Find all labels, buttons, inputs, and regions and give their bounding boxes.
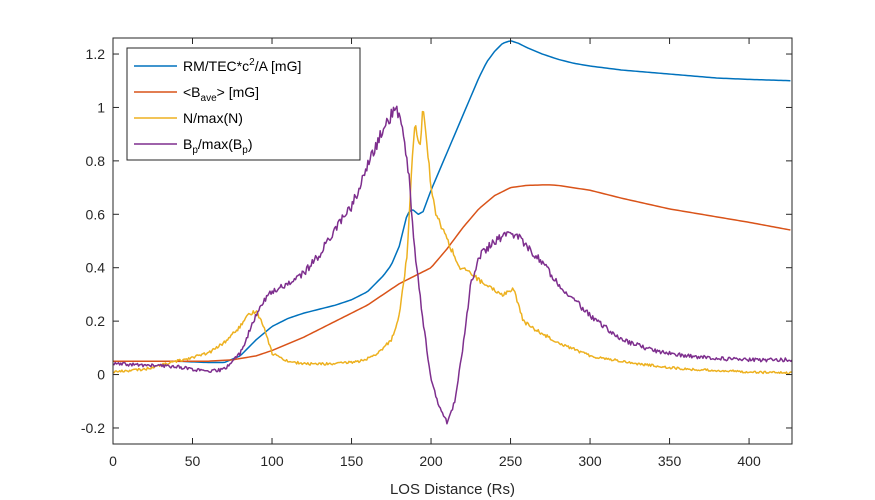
x-axis: 0 50 100 150 200 250 300 350 400: [109, 38, 761, 469]
x-tick-label: 350: [658, 453, 682, 469]
y-tick-label: 0.8: [86, 153, 106, 169]
y-tick-label: 1: [97, 99, 105, 115]
y-tick-label: 1.2: [86, 46, 106, 62]
x-tick-label: 400: [737, 453, 761, 469]
x-tick-label: 50: [185, 453, 201, 469]
series-line-bp-max: [113, 105, 792, 425]
x-tick-label: 250: [499, 453, 523, 469]
series-line-rm-tec: [113, 40, 791, 364]
x-tick-label: 200: [419, 453, 443, 469]
x-tick-label: 300: [578, 453, 602, 469]
legend: RM/TEC*c2/A [mG] <Bave> [mG] N/max(N) Bp…: [126, 47, 361, 161]
axes-box: [112, 37, 793, 445]
series-layer: [113, 40, 792, 425]
legend-label-rm-tec: RM/TEC*c2/A [mG]: [183, 57, 301, 74]
x-tick-label: 150: [340, 453, 364, 469]
y-tick-label: 0.4: [86, 260, 106, 276]
legend-label-b-ave: <Bave> [mG]: [183, 84, 259, 104]
y-tick-label: -0.2: [81, 420, 105, 436]
y-tick-label: 0: [97, 367, 105, 383]
series-line-n-max: [113, 110, 792, 375]
x-tick-label: 100: [260, 453, 284, 469]
y-tick-label: 0.2: [86, 313, 106, 329]
legend-label-n-max: N/max(N): [183, 110, 243, 126]
x-axis-title: LOS Distance (Rs): [390, 481, 515, 498]
y-tick-label: 0.6: [86, 206, 106, 222]
legend-label-bp-max: Bp/max(Bp): [183, 136, 252, 156]
y-axis: -0.2 0 0.2 0.4 0.6 0.8 1 1.2: [81, 46, 792, 436]
series-line-b-ave: [113, 184, 791, 362]
x-tick-label: 0: [109, 453, 117, 469]
